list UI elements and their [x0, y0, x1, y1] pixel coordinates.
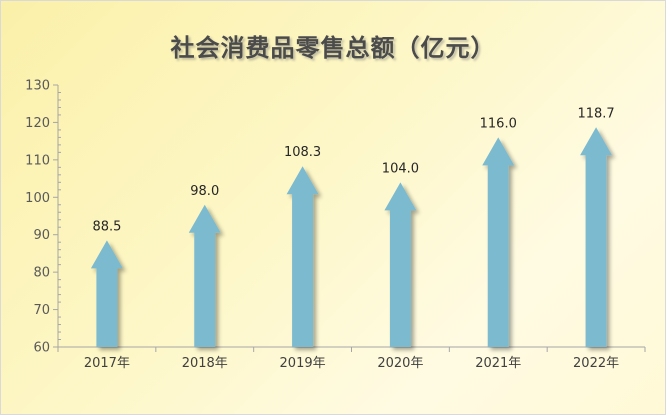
- x-tick-label: 2022年: [573, 356, 619, 371]
- x-tick-label: 2019年: [280, 356, 326, 371]
- data-label: 88.5: [92, 219, 121, 234]
- labels: 88.5 2017年 98.0 2018年 108.3 2019年 104.0 2020年 11…: [84, 106, 619, 371]
- data-label: 118.7: [577, 106, 614, 121]
- x-tick-label: 2020年: [377, 356, 423, 371]
- data-label: 98.0: [190, 184, 219, 199]
- y-tick-label: 130: [25, 79, 50, 94]
- chart-title: 社会消费品零售总额（亿元）: [170, 33, 496, 62]
- bar-2020年: [384, 182, 417, 347]
- y-tick-label: 60: [33, 341, 50, 356]
- x-tick-label: 2021年: [475, 356, 521, 371]
- bar-2019年: [286, 166, 319, 347]
- y-tick-label: 110: [25, 153, 50, 168]
- y-tick-label: 100: [25, 191, 50, 206]
- y-tick-label: 70: [33, 303, 50, 318]
- y-tick-label: 80: [33, 266, 50, 281]
- data-label: 108.3: [284, 145, 321, 160]
- bar-2022年: [580, 127, 613, 348]
- bar-2018年: [188, 204, 221, 347]
- x-tick-label: 2018年: [182, 356, 228, 371]
- bars: [90, 127, 613, 348]
- data-label: 104.0: [382, 161, 419, 176]
- y-tick-label: 90: [33, 228, 50, 243]
- y-tick-label: 120: [25, 116, 50, 131]
- axes: 60 70 80 90 100 110 120 130: [25, 79, 646, 356]
- bar-2021年: [482, 137, 515, 347]
- bar-2017年: [90, 240, 123, 347]
- data-label: 116.0: [480, 116, 517, 131]
- x-tick-label: 2017年: [84, 356, 130, 371]
